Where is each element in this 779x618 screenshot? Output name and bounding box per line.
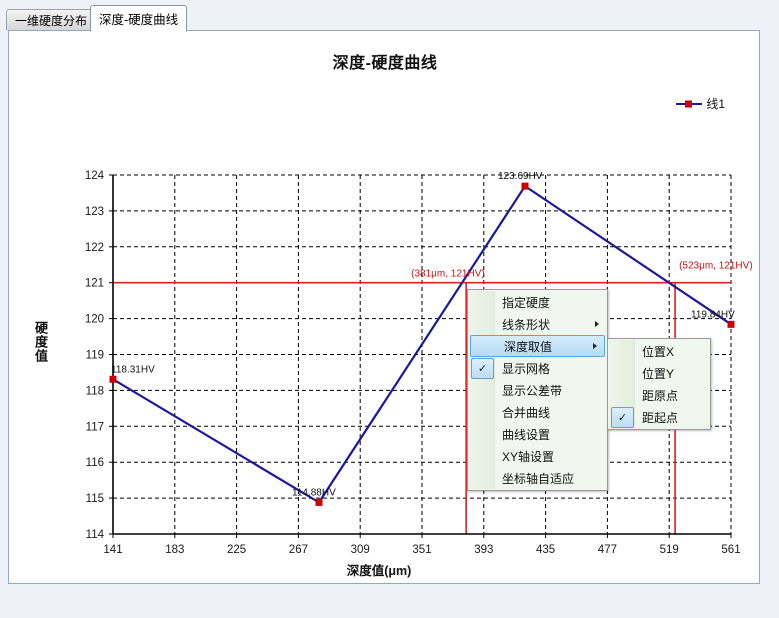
- tab-depth-hardness-curve[interactable]: 深度-硬度曲线: [90, 5, 188, 32]
- tab-label: 一维硬度分布: [15, 13, 88, 28]
- plot-area[interactable]: 141 183 225 267 309 351 393 435 477 519 561 114 115 1…: [9, 31, 761, 585]
- svg-text:141: 141: [103, 544, 122, 556]
- context-menu-item-7[interactable]: XY轴设置: [469, 445, 606, 467]
- y-axis-title: 硬度值: [33, 321, 48, 363]
- svg-text:117: 117: [86, 421, 104, 433]
- menu-item-label: 合并曲线: [502, 405, 551, 420]
- data-point-labels: 118.31HV 114.88HV 123.69HV 119.84HV: [111, 171, 735, 498]
- menu-item-label: 深度取值: [504, 339, 553, 354]
- svg-text:477: 477: [598, 544, 617, 556]
- menu-item-label: 位置Y: [642, 366, 675, 381]
- menu-item-label: 曲线设置: [502, 427, 551, 442]
- svg-text:118: 118: [86, 385, 104, 397]
- svg-text:119: 119: [86, 350, 104, 362]
- context-menu-item-5[interactable]: 合并曲线: [469, 401, 606, 423]
- menu-item-label: 线条形状: [502, 317, 551, 332]
- context-submenu-depth-value[interactable]: 位置X 位置Y 距原点 ✓ 距起点: [607, 338, 711, 430]
- menu-gutter: [469, 291, 495, 489]
- svg-text:121: 121: [85, 278, 104, 290]
- context-submenu-item-0[interactable]: 位置X: [609, 340, 709, 362]
- chart-legend: 线1: [676, 95, 725, 112]
- svg-text:122: 122: [85, 242, 104, 254]
- context-menu[interactable]: 指定硬度线条形状深度取值 ✓ 显示网格显示公差带合并曲线曲线设置 XY轴设置坐标轴自适…: [467, 289, 608, 491]
- menu-item-label: 显示公差带: [502, 383, 563, 398]
- menu-item-label: XY轴设置: [502, 449, 555, 464]
- svg-text:267: 267: [289, 544, 308, 556]
- svg-text:115: 115: [86, 493, 104, 505]
- svg-text:124: 124: [85, 170, 105, 182]
- context-submenu-item-2[interactable]: 距原点: [609, 384, 709, 406]
- tab-1d-hardness-distribution[interactable]: 一维硬度分布: [6, 9, 97, 30]
- svg-text:116: 116: [86, 457, 104, 469]
- svg-text:119.84HV: 119.84HV: [691, 309, 735, 320]
- context-menu-item-0[interactable]: 指定硬度: [469, 291, 606, 313]
- menu-item-label: 坐标轴自适应: [502, 471, 575, 486]
- svg-text:(381μm, 121HV): (381μm, 121HV): [411, 269, 485, 280]
- menu-item-label: 距原点: [642, 388, 679, 403]
- svg-text:114.88HV: 114.88HV: [292, 487, 336, 498]
- check-icon: ✓: [471, 358, 494, 379]
- svg-text:435: 435: [536, 544, 555, 556]
- svg-text:183: 183: [165, 544, 184, 556]
- svg-text:309: 309: [351, 544, 370, 556]
- svg-text:123.69HV: 123.69HV: [498, 171, 543, 182]
- chart-title: 深度-硬度曲线: [332, 55, 438, 72]
- x-axis-title: 深度值(μm): [346, 564, 412, 578]
- context-menu-item-8[interactable]: 坐标轴自适应: [469, 467, 606, 489]
- svg-text:123: 123: [85, 206, 104, 218]
- context-menu-item-3[interactable]: ✓ 显示网格: [469, 357, 606, 379]
- menu-item-label: 距起点: [642, 410, 679, 425]
- svg-text:561: 561: [721, 544, 740, 556]
- data-series[interactable]: [109, 182, 735, 506]
- svg-text:393: 393: [474, 544, 493, 556]
- check-icon: ✓: [611, 407, 634, 428]
- menu-item-label: 指定硬度: [502, 295, 551, 310]
- svg-text:118.31HV: 118.31HV: [111, 364, 155, 375]
- axis-lines: [109, 174, 732, 538]
- svg-text:(523μm, 121HV): (523μm, 121HV): [679, 261, 753, 272]
- context-submenu-item-1[interactable]: 位置Y: [609, 362, 709, 384]
- svg-text:519: 519: [660, 544, 679, 556]
- legend-marker-icon: [676, 100, 703, 107]
- context-menu-item-6[interactable]: 曲线设置: [469, 423, 606, 445]
- submenu-arrow-icon: [593, 343, 597, 349]
- annotations: (381μm, 121HV) (523μm, 121HV): [411, 261, 753, 280]
- menu-item-label: 显示网格: [502, 361, 551, 376]
- svg-text:114: 114: [86, 529, 105, 541]
- legend-label-series-1: 线1: [706, 97, 725, 111]
- context-menu-item-2[interactable]: 深度取值: [470, 335, 605, 357]
- context-menu-item-1[interactable]: 线条形状: [469, 313, 606, 335]
- context-menu-item-4[interactable]: 显示公差带: [469, 379, 606, 401]
- tab-strip: 一维硬度分布 深度-硬度曲线: [0, 0, 779, 32]
- svg-text:225: 225: [227, 544, 246, 556]
- menu-item-label: 位置X: [642, 344, 675, 359]
- context-submenu-item-3[interactable]: ✓ 距起点: [609, 406, 709, 428]
- axis-tick-labels: 141 183 225 267 309 351 393 435 477 519 561 114 115 1…: [85, 170, 741, 556]
- tab-label: 深度-硬度曲线: [99, 13, 179, 27]
- svg-text:351: 351: [412, 544, 431, 556]
- submenu-arrow-icon: [595, 321, 599, 327]
- chart-panel: 深度-硬度曲线 线1 深度值(μm) 硬度值 141 183 225 267 309 35…: [8, 30, 760, 584]
- svg-text:120: 120: [85, 314, 104, 326]
